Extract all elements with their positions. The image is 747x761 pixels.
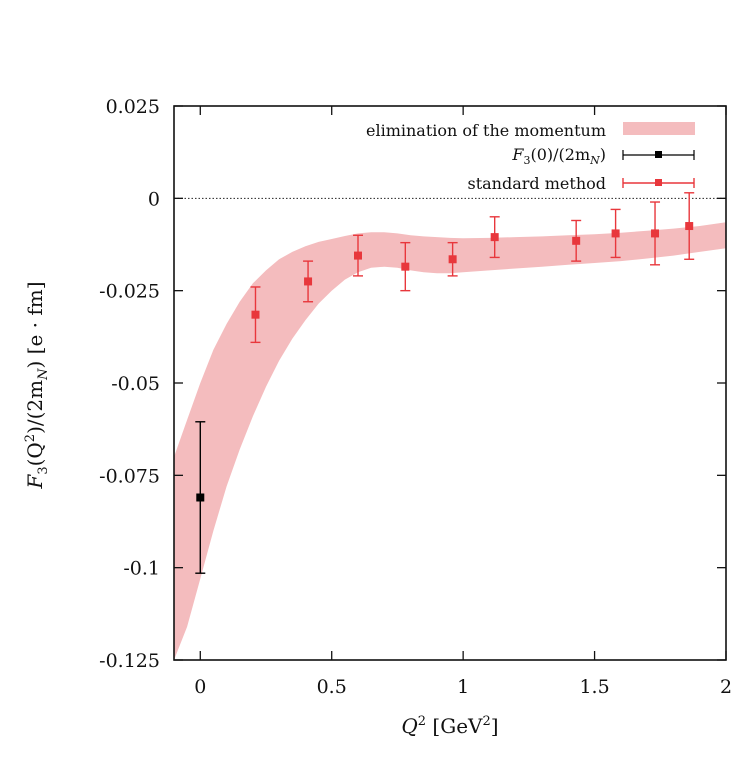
data-marker bbox=[611, 229, 620, 238]
data-marker bbox=[304, 277, 313, 286]
x-axis-label: Q2 [GeV2] bbox=[401, 714, 498, 738]
x-tick-label: 1.5 bbox=[579, 676, 609, 698]
data-marker bbox=[448, 255, 457, 264]
x-tick-label: 2 bbox=[720, 676, 732, 698]
legend-f3-marker bbox=[622, 150, 695, 160]
legend-band-swatch bbox=[623, 122, 695, 135]
standard-method-point bbox=[684, 192, 695, 260]
legend-standard-label: standard method bbox=[468, 174, 607, 193]
f3-zero-point bbox=[195, 421, 206, 574]
data-marker bbox=[354, 251, 362, 260]
data-marker bbox=[401, 262, 410, 271]
y-tick-label: -0.1 bbox=[123, 558, 160, 580]
y-tick-label: -0.075 bbox=[99, 465, 160, 487]
standard-method-point bbox=[489, 216, 500, 259]
momentum-elimination-band bbox=[174, 222, 726, 661]
y-axis-label: F3(Q2)/(2mN) [e · fm] bbox=[23, 281, 51, 489]
standard-method-point bbox=[447, 241, 458, 277]
data-marker bbox=[685, 222, 694, 231]
legend: elimination of the momentum F3(0)/(2mN) … bbox=[366, 121, 695, 193]
standard-method-point bbox=[250, 286, 261, 344]
x-axis-ticks: 0 0.5 1 1.5 2 bbox=[194, 106, 732, 698]
standard-method-series bbox=[250, 192, 695, 344]
y-axis-ticks: 0.025 0 -0.025 -0.05 -0.075 -0.1 -0.125 bbox=[99, 96, 726, 672]
y-tick-label: -0.125 bbox=[99, 650, 160, 672]
x-tick-label: 0.5 bbox=[317, 676, 347, 698]
standard-method-point bbox=[303, 260, 314, 303]
y-tick-label: -0.025 bbox=[99, 281, 160, 303]
x-tick-label: 0 bbox=[194, 676, 206, 698]
data-marker bbox=[572, 236, 581, 245]
data-marker bbox=[651, 229, 660, 238]
standard-method-point bbox=[353, 234, 363, 277]
legend-standard-marker bbox=[622, 178, 695, 188]
y-tick-label: 0 bbox=[148, 188, 160, 210]
legend-f3-label: F3(0)/(2mN) bbox=[511, 145, 606, 167]
standard-method-point bbox=[400, 241, 411, 292]
standard-method-point bbox=[610, 208, 621, 259]
data-marker bbox=[490, 233, 499, 242]
data-marker bbox=[196, 493, 205, 502]
x-tick-label: 1 bbox=[457, 676, 469, 698]
y-tick-label: 0.025 bbox=[106, 96, 160, 118]
standard-method-point bbox=[650, 201, 661, 266]
standard-method-point bbox=[571, 219, 582, 262]
f3-zero-series bbox=[195, 421, 206, 574]
legend-band-label: elimination of the momentum bbox=[366, 121, 606, 140]
y-tick-label: -0.05 bbox=[111, 373, 160, 395]
data-marker bbox=[251, 310, 260, 319]
